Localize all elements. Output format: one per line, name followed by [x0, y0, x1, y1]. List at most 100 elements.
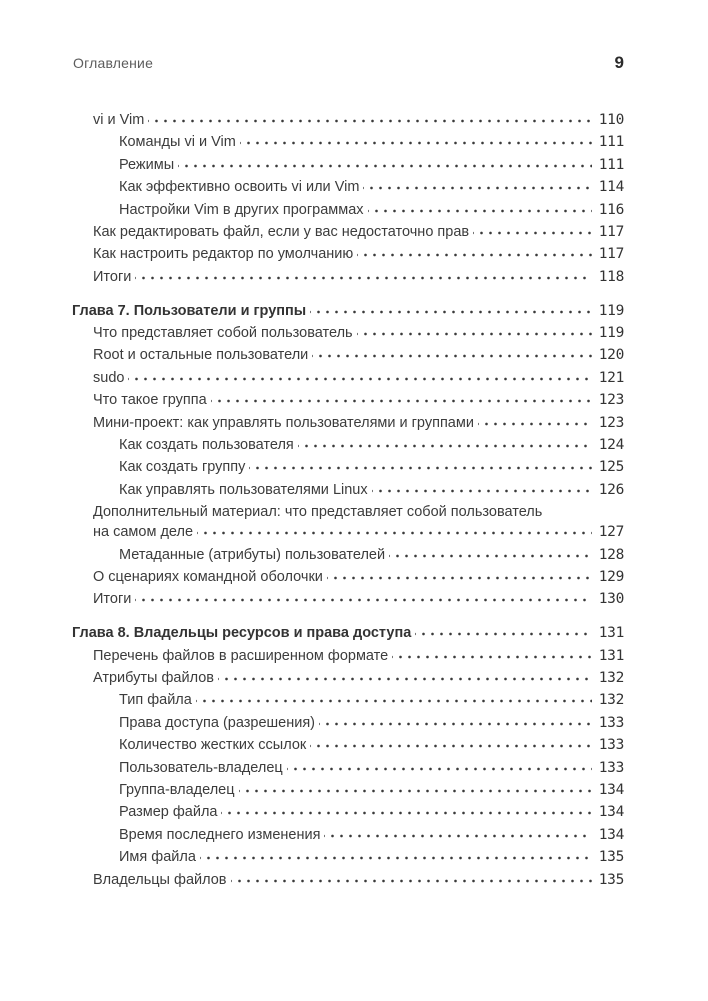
dot-leader [135, 591, 592, 604]
dot-leader [217, 669, 592, 682]
toc-entry: Как настроить редактор по умолчанию 117 [72, 246, 624, 268]
toc-entry-title: Итоги [93, 268, 132, 285]
dot-leader [319, 714, 592, 727]
dot-leader [324, 826, 592, 839]
toc-entry-title: Перечень файлов в расширенном формате [93, 647, 389, 664]
toc-entry: Размер файла 134 [72, 804, 624, 826]
toc-entry-page: 125 [598, 459, 625, 476]
toc-entry-page: 131 [598, 647, 625, 664]
dot-leader [221, 804, 592, 817]
toc-entry-page: 110 [598, 112, 625, 128]
toc-entry: Перечень файлов в расширенном формате 13… [72, 647, 625, 670]
toc-entry-page: 123 [598, 414, 625, 431]
toc-entry-page: 133 [598, 737, 625, 754]
toc-entry: Мини-проект: как управлять пользователям… [72, 414, 625, 437]
toc-entry: на самом деле 127 [72, 524, 624, 546]
dot-leader [230, 871, 592, 884]
toc-entry-title: Как настроить редактор по умолчанию [93, 246, 354, 263]
toc-entry: Как создать пользователя 124 [72, 436, 624, 459]
toc-entry-page: 117 [598, 223, 625, 240]
toc-entry-title: Как создать пользователя [119, 436, 294, 453]
dot-leader [473, 223, 592, 236]
toc-entry-title: Дополнительный материал: что представляе… [93, 504, 543, 521]
toc-entry-title: sudo [93, 369, 125, 386]
dot-leader [297, 436, 592, 449]
toc-entry-page: 134 [598, 781, 625, 798]
toc-entry-title: Размер файла [119, 804, 218, 821]
dot-leader [195, 692, 592, 705]
toc-entry: Как эффективно освоить vi или Vim 114 [72, 179, 624, 201]
toc-entry-page: 118 [598, 268, 625, 285]
toc-entry-page: 111 [598, 156, 625, 173]
toc-entry: Пользователь-владелец 133 [72, 759, 624, 782]
toc-entry-page: 120 [598, 347, 625, 364]
dot-leader [310, 737, 592, 750]
toc-entry: Настройки Vim в других программах 116 [72, 201, 624, 224]
toc-entry-title: Настройки Vim в других программах [119, 201, 364, 218]
toc-entry: Как управлять пользователями Linux 126 [72, 481, 625, 504]
toc-entry: Итоги 118 [72, 268, 625, 291]
dot-leader [238, 781, 592, 794]
dot-leader [363, 179, 592, 192]
toc-entry-title: Мини-проект: как управлять пользователям… [93, 414, 474, 431]
toc-entry: Время последнего изменения 134 [72, 826, 624, 849]
toc-entry-title: Владельцы файлов [93, 871, 227, 888]
toc-entry-page: 114 [598, 179, 625, 196]
dot-leader [249, 459, 592, 472]
toc-entry: Имя файла 135 [72, 849, 624, 871]
toc-entry: Что такое группа 123 [72, 392, 624, 414]
toc-entry: Атрибуты файлов 132 [72, 669, 625, 692]
dot-leader [239, 134, 592, 147]
toc-entry: Глава 8. Владельцы ресурсов и права дост… [72, 625, 624, 647]
toc-entry-title: Root и остальные пользователи [93, 347, 309, 364]
dot-leader [389, 546, 592, 559]
toc-entry-page: 129 [598, 568, 625, 585]
toc-entry-title: Тип файла [119, 692, 192, 709]
toc-entry-page: 132 [598, 692, 625, 709]
toc-entry: Количество жестких ссылок 133 [72, 737, 624, 759]
toc-entry-page: 130 [598, 591, 625, 608]
toc-entry-title: Количество жестких ссылок [119, 737, 307, 754]
toc-entry-title: Как управлять пользователями Linux [119, 481, 368, 498]
toc-entry: Root и остальные пользователи 120 [72, 347, 624, 369]
dot-leader [197, 524, 592, 537]
dot-leader [392, 647, 592, 660]
toc-entry-title: Как редактировать файл, если у вас недос… [93, 223, 470, 240]
toc-entry-page: 131 [598, 625, 625, 642]
dot-leader [286, 759, 592, 772]
toc-entry-title: Глава 8. Владельцы ресурсов и права дост… [72, 625, 412, 642]
toc-entry-title: Группа-владелец [119, 781, 235, 798]
toc-entry-page: 127 [598, 524, 625, 541]
toc-entry-page: 111 [598, 134, 625, 151]
toc-entry-page: 119 [598, 302, 625, 319]
toc-entry: vi и Vim 110 [72, 112, 624, 134]
dot-leader [148, 112, 592, 124]
toc-entry: Как редактировать файл, если у вас недос… [72, 223, 625, 246]
toc-entry: Тип файла 132 [72, 692, 624, 714]
toc-entry-page: 121 [598, 369, 625, 386]
page-header: Оглавление 9 [73, 53, 624, 73]
toc-entry-title: Пользователь-владелец [119, 759, 283, 776]
toc-entry: Глава 7. Пользователи и группы 119 [72, 302, 625, 325]
dot-leader [312, 347, 592, 360]
toc-entry-title: О сценариях командной оболочки [93, 568, 323, 585]
toc-entry-page: 123 [598, 392, 625, 409]
toc-entry-page: 132 [598, 669, 625, 686]
toc-entry-page: 126 [598, 481, 625, 498]
toc-entry-title: Итоги [93, 591, 132, 608]
toc-entry-title: Что такое группа [93, 392, 207, 409]
dot-leader [367, 201, 592, 214]
toc-entry-title: Режимы [119, 156, 175, 173]
dot-leader [210, 392, 592, 405]
toc-entry-page: 128 [598, 546, 625, 563]
toc-entry-title: на самом деле [93, 524, 194, 541]
toc-entry-title: Имя файла [119, 849, 196, 866]
dot-leader [371, 481, 592, 494]
toc-entry: Команды vi и Vim 111 [72, 134, 624, 156]
toc-entry: Владельцы файлов 135 [72, 871, 625, 894]
toc-entry-page: 135 [598, 871, 625, 888]
toc-entry-title: Как создать группу [119, 459, 246, 476]
folio-page-number: 9 [614, 53, 624, 72]
toc-entry: Как создать группу 125 [72, 459, 624, 481]
toc-entry-title: Метаданные (атрибуты) пользователей [119, 546, 386, 563]
